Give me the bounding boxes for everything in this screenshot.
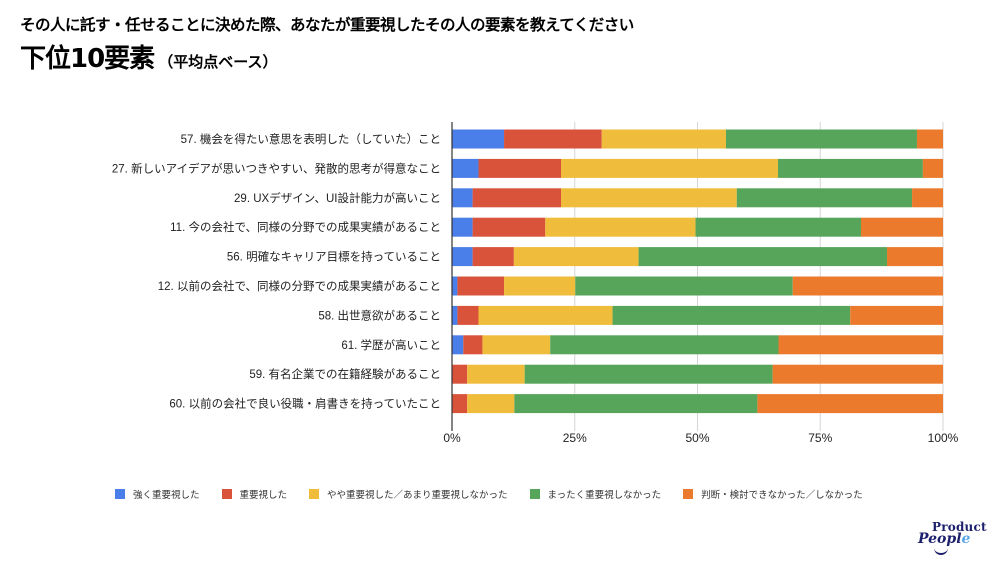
chart-title-sub: （平均点ベース） [158, 53, 278, 71]
legend-label: まったく重要視しなかった [547, 490, 662, 501]
category-label: 12. 以前の会社で、同様の分野での成果実績があること [158, 279, 441, 293]
category-label: 58. 出世意欲があること [318, 308, 441, 322]
x-tick-label: 100% [928, 431, 959, 445]
bar-segment [916, 129, 943, 149]
bar-segment [778, 335, 943, 355]
category-label: 57. 機会を得たい意思を表明した（していた）こと [181, 132, 441, 146]
bar-segment [452, 158, 479, 178]
legend-label: 判断・検討できなかった／しなかった [701, 490, 863, 501]
bar-segment [922, 158, 943, 178]
stacked-bar-chart: 0% 25% 50% 75% 100% 57. 機会を得たい意思を表明した（していた）こと… [112, 122, 959, 445]
bar-segment [452, 247, 473, 267]
bar-segment [850, 305, 943, 325]
bar-segment [452, 129, 505, 149]
x-tick-label: 50% [685, 431, 709, 445]
legend-item: やや重要視した／あまり重要視しなかった [309, 487, 508, 501]
bar-segment [472, 188, 562, 208]
bar-segment [504, 129, 602, 149]
bar-segment [575, 276, 793, 296]
bar-segment [452, 217, 473, 237]
bar-segment [478, 305, 613, 325]
bar-segment [757, 394, 943, 414]
bar-segment [561, 188, 737, 208]
chart-title-main: 下位10要素 [20, 44, 155, 74]
bar-segment [452, 276, 458, 296]
legend-label: 強く重要視した [133, 490, 200, 501]
category-label: 61. 学歴が高いこと [341, 338, 441, 352]
bar-segment [472, 217, 546, 237]
bar-segment [792, 276, 943, 296]
legend-item: 強く重要視した [115, 487, 200, 501]
legend-swatch [221, 489, 232, 499]
bar-segment [452, 305, 458, 325]
bar-segment [467, 364, 525, 384]
bar-segment [452, 188, 473, 208]
product-people-logo: Product People [918, 520, 988, 555]
category-label: 56. 明確なキャリア目標を持っていること [227, 250, 441, 264]
bar-segment [861, 217, 943, 237]
bar-segment [452, 394, 468, 414]
bar-segment [463, 335, 483, 355]
bar-segment [638, 247, 888, 267]
bar-segment [561, 158, 779, 178]
bar-segment [550, 335, 779, 355]
category-label: 11. 今の会社で、同様の分野での成果実績があること [170, 220, 441, 234]
legend-swatch [115, 489, 125, 499]
bar-segment [545, 217, 696, 237]
bar-segment [514, 394, 758, 414]
legend-swatch [309, 489, 320, 499]
question-heading: その人に託す・任せることに決めた際、あなたが重要視したその人の要素を教えてくださ… [20, 16, 634, 34]
logo-people-c: e [961, 531, 971, 547]
bar-segment [725, 129, 917, 149]
bar-segment [452, 335, 464, 355]
legend-label: 重要視した [239, 490, 288, 501]
bar-segment [504, 276, 576, 296]
legend-label: やや重要視した／あまり重要視しなかった [327, 490, 508, 501]
chart-title: 下位10要素 （平均点ベース） [20, 38, 277, 75]
x-tick-label: 0% [443, 431, 461, 445]
logo-smile-icon [934, 548, 948, 555]
x-tick-label: 25% [563, 431, 587, 445]
bar-segment [457, 276, 505, 296]
bar-segment [478, 158, 562, 178]
bar-segment [513, 247, 639, 267]
bar-segment [772, 364, 943, 384]
logo-people-b: l [956, 531, 962, 547]
bar-segment [472, 247, 514, 267]
category-label: 59. 有名企業での在籍経験があること [249, 367, 441, 381]
category-label: 60. 以前の会社で良い役職・肩書きを持っていたこと [169, 397, 441, 411]
logo-people-a: Peop [918, 531, 957, 547]
bar-segment [612, 305, 851, 325]
logo-word-product: Product [932, 520, 987, 534]
legend-item: 重要視した [221, 487, 288, 501]
bar-segment [912, 188, 943, 208]
bar-segment [467, 394, 515, 414]
bar-segment [695, 217, 862, 237]
bar-segment [887, 247, 943, 267]
logo-word-people: People [918, 531, 970, 547]
legend-item: まったく重要視しなかった [529, 487, 662, 501]
bar-segment [601, 129, 726, 149]
legend-swatch [529, 489, 540, 499]
legend-item: 判断・検討できなかった／しなかった [683, 487, 863, 501]
bar-segment [778, 158, 923, 178]
category-label: 27. 新しいアイデアが思いつきやすい、発散的思考が得意なこと [112, 161, 441, 175]
chart-legend: 強く重要視した 重要視した やや重要視した／あまり重要視しなかった まったく重要視しな… [115, 487, 885, 501]
bar-segment [524, 364, 773, 384]
bar-segment [482, 335, 551, 355]
legend-swatch [683, 489, 694, 499]
bar-segment [457, 305, 479, 325]
category-label: 29. UXデザイン、UI設計能力が高いこと [234, 191, 441, 205]
x-tick-label: 75% [808, 431, 832, 445]
bar-segment [452, 364, 468, 384]
bar-segment [736, 188, 913, 208]
